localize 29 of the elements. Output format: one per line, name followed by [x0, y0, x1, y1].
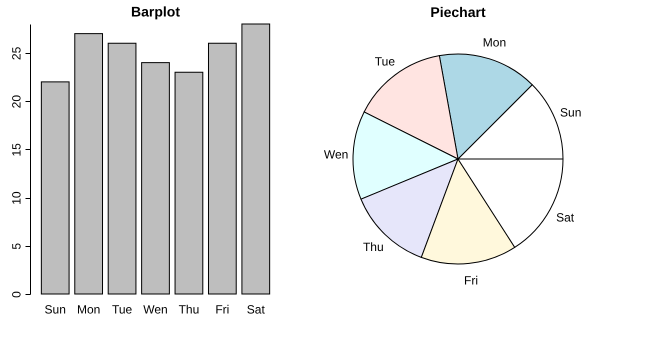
- bar: [141, 62, 170, 294]
- slice-label: Sat: [556, 210, 575, 224]
- bar: [108, 42, 136, 294]
- bar: [74, 33, 104, 294]
- y-tick-label: 25: [10, 46, 24, 60]
- y-tick-label: 15: [10, 142, 24, 157]
- x-tick-label: Fri: [215, 302, 230, 316]
- x-tick-label: Mon: [76, 302, 100, 316]
- y-tick-label: 20: [10, 94, 24, 108]
- slice-label: Mon: [482, 36, 506, 50]
- y-tick-label: 5: [10, 242, 24, 250]
- bar: [174, 72, 204, 294]
- chart-title: Piechart: [430, 4, 486, 20]
- x-tick-label: Sun: [44, 302, 66, 316]
- y-tick-label: 10: [10, 191, 24, 205]
- chart-title: Barplot: [131, 4, 180, 20]
- slice-label: Fri: [464, 273, 478, 288]
- slice-label: Thu: [362, 240, 384, 254]
- slice-label: Sun: [560, 105, 582, 120]
- x-tick-label: Wen: [143, 302, 168, 316]
- slice-label: Tue: [374, 54, 396, 68]
- x-tick-label: Tue: [112, 302, 133, 316]
- x-tick-label: Sat: [246, 302, 266, 316]
- bar: [241, 24, 270, 294]
- x-tick-label: Thu: [178, 302, 200, 316]
- slice-label: Wen: [324, 148, 348, 162]
- y-tick-label: 0: [10, 290, 24, 298]
- bar: [208, 42, 237, 294]
- bar: [40, 81, 70, 294]
